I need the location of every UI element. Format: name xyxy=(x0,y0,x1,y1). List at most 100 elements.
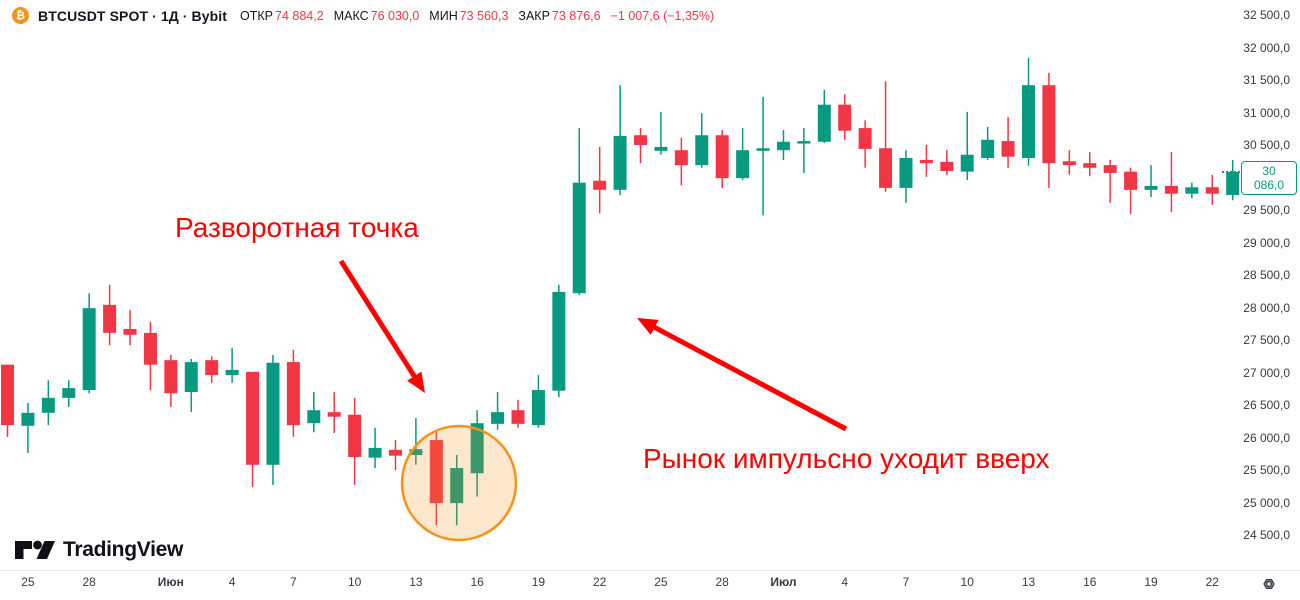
time-axis-separator xyxy=(0,570,1300,571)
symbol-title[interactable]: BTCUSDT SPOT · 1Д · Bybit xyxy=(38,7,228,24)
candle-body xyxy=(1103,165,1117,173)
ohlc-legend: ОТКР 74 884,2 МАКС 76 030,0 МИН 73 560,3 ЗА… xyxy=(240,9,714,23)
candle-body xyxy=(715,135,729,179)
tradingview-logo-icon xyxy=(15,540,55,559)
candle-body xyxy=(41,397,55,413)
red-arrow-down-line[interactable] xyxy=(338,259,420,383)
candle-body xyxy=(1226,171,1240,196)
time-tick: 4 xyxy=(841,575,849,589)
time-tick: 16 xyxy=(470,575,484,589)
price-tick: 31 500,0 xyxy=(1243,73,1290,87)
candle-body xyxy=(1164,185,1178,194)
red-arrow-up-head[interactable] xyxy=(637,318,659,335)
candle-body xyxy=(838,104,852,131)
price-tick: 27 500,0 xyxy=(1243,333,1290,347)
price-tick: 26 000,0 xyxy=(1243,430,1290,445)
time-tick: 28 xyxy=(82,575,96,589)
time-tick: 10 xyxy=(347,575,362,589)
candle-body xyxy=(899,158,913,188)
candle-body xyxy=(634,135,648,146)
candle-body xyxy=(879,148,893,188)
annotation-market-impulse[interactable]: Рынок импульсно уходит вверх xyxy=(643,443,1050,474)
time-tick: 19 xyxy=(531,575,546,589)
candle-body xyxy=(429,440,443,504)
candle-body xyxy=(674,150,688,166)
price-tick: 26 500,0 xyxy=(1243,398,1290,412)
price-tick: 27 000,0 xyxy=(1243,365,1290,380)
candle-body xyxy=(1185,187,1199,194)
change-value: −1 007,6 (−1,35%) xyxy=(610,8,715,23)
candle-body xyxy=(960,154,974,172)
candle-body xyxy=(776,141,790,151)
reversal-highlight-circle[interactable] xyxy=(400,424,518,542)
price-tick: 32 000,0 xyxy=(1243,40,1290,55)
last-price-dotted-line xyxy=(1222,170,1244,173)
price-tick: 25 000,0 xyxy=(1243,495,1290,510)
price-tick: 24 500,0 xyxy=(1243,528,1290,542)
candle-body xyxy=(327,412,341,417)
candle-body xyxy=(21,412,35,426)
candle-body xyxy=(82,308,96,391)
price-tick: 29 500,0 xyxy=(1243,203,1290,217)
red-arrow-up-line[interactable] xyxy=(648,322,848,432)
candle-body xyxy=(164,360,178,394)
time-tick: 22 xyxy=(1205,575,1219,589)
candle-body xyxy=(858,128,872,149)
candle-body xyxy=(266,362,280,465)
time-tick: 13 xyxy=(409,575,423,589)
time-tick: 10 xyxy=(960,575,974,589)
candle-body xyxy=(817,104,831,142)
tradingview-logo-text: TradingView xyxy=(63,538,184,561)
low-value: 73 560,3 xyxy=(459,8,509,23)
time-tick: Июл xyxy=(770,575,797,589)
candle-body xyxy=(1001,141,1015,157)
candle-body xyxy=(572,182,586,294)
annotation-reversal-point[interactable]: Разворотная точка xyxy=(175,212,419,243)
price-tick: 25 500,0 xyxy=(1243,463,1290,477)
open-label: ОТКР xyxy=(240,8,274,23)
candle-body xyxy=(981,139,995,159)
close-label: ЗАКР xyxy=(518,8,550,23)
time-tick: 22 xyxy=(592,575,607,589)
time-tick: 7 xyxy=(902,575,910,589)
price-tick: 30 500,0 xyxy=(1243,138,1290,152)
candle-body xyxy=(736,150,750,179)
candle-body xyxy=(695,135,709,166)
candle-body xyxy=(62,388,76,398)
time-tick: 25 xyxy=(654,575,668,589)
candle-body xyxy=(919,159,933,164)
price-tick: 28 000,0 xyxy=(1243,300,1290,315)
tradingview-watermark[interactable]: TradingView xyxy=(14,537,183,563)
candle-body xyxy=(491,412,505,424)
candle-body xyxy=(613,135,627,190)
red-arrow-down-head[interactable] xyxy=(407,371,425,393)
candle-body xyxy=(552,291,566,391)
candle-body xyxy=(1022,85,1035,159)
candle-body xyxy=(593,180,607,190)
candle-body xyxy=(348,414,362,458)
time-tick: 16 xyxy=(1083,575,1097,589)
candle-body xyxy=(388,449,402,456)
candle-body xyxy=(1062,161,1076,166)
high-label: МАКС xyxy=(333,8,369,23)
axis-settings-icon[interactable] xyxy=(1259,574,1279,594)
candle-body xyxy=(797,141,811,144)
candle-body xyxy=(531,390,545,426)
open-value: 74 884,2 xyxy=(275,8,324,23)
candle-body xyxy=(184,362,198,393)
price-tick: 31 000,0 xyxy=(1243,105,1290,120)
candle-body xyxy=(470,423,484,474)
time-tick: Июн xyxy=(157,575,184,589)
candle-body xyxy=(286,362,300,426)
candle-body xyxy=(123,328,137,335)
candle-body xyxy=(940,161,954,172)
time-tick: 28 xyxy=(715,575,729,589)
candle-body xyxy=(307,410,321,424)
high-value: 76 030,0 xyxy=(370,8,420,23)
time-tick: 25 xyxy=(21,575,35,589)
time-tick: 13 xyxy=(1021,575,1036,589)
candle-body xyxy=(1042,85,1056,164)
price-tick: 29 000,0 xyxy=(1243,235,1290,250)
last-price-label: 30 086,0 xyxy=(1241,161,1297,196)
